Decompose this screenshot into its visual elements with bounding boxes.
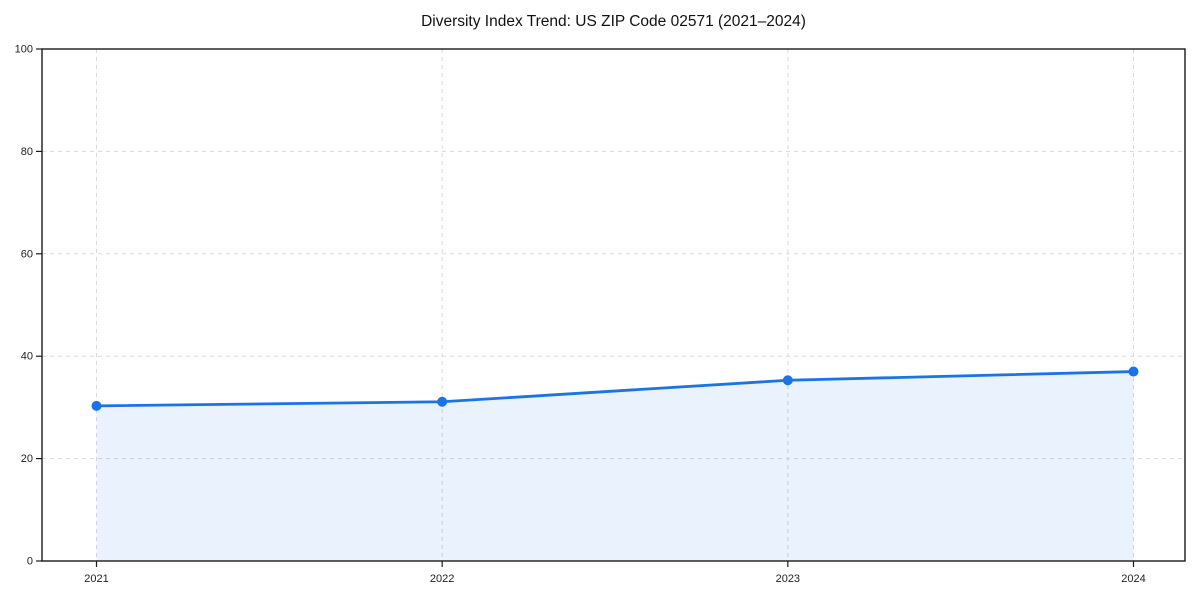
y-axis-tick-label: 40 bbox=[21, 351, 33, 363]
chart-title: Diversity Index Trend: US ZIP Code 02571… bbox=[421, 13, 806, 30]
x-axis-tick-label: 2021 bbox=[84, 573, 108, 585]
data-point-marker bbox=[91, 400, 102, 411]
x-axis-tick-label: 2023 bbox=[776, 573, 800, 585]
y-axis-tick-label: 80 bbox=[21, 146, 33, 158]
x-axis-tick-label: 2022 bbox=[430, 573, 454, 585]
trend-line bbox=[95, 370, 1135, 408]
data-point-marker bbox=[782, 375, 793, 386]
y-axis-tick-label: 20 bbox=[21, 453, 33, 465]
y-axis-tick-label: 60 bbox=[21, 248, 33, 260]
area-fill bbox=[96, 371, 1134, 561]
plot-border bbox=[41, 48, 1186, 562]
y-axis-tick-label: 0 bbox=[27, 556, 33, 568]
data-point-marker bbox=[1128, 366, 1139, 377]
x-axis-tick-label: 2024 bbox=[1121, 573, 1145, 585]
y-axis-tick-label: 100 bbox=[15, 44, 33, 56]
data-point-marker bbox=[437, 396, 448, 407]
